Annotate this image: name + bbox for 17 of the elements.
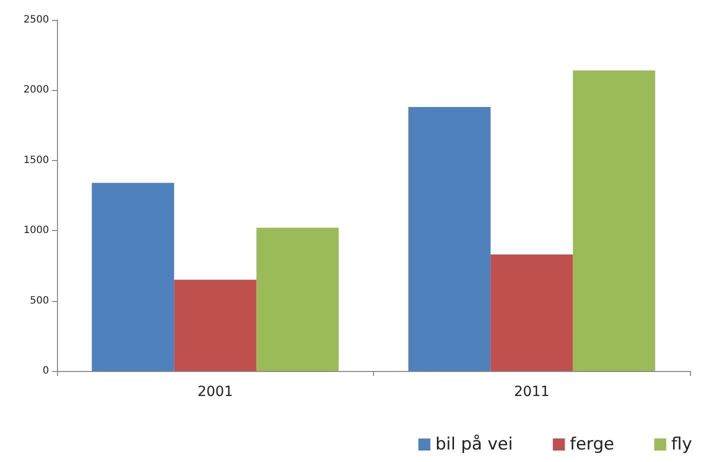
y-tick-label: 1000 bbox=[24, 225, 49, 236]
legend-label: ferge bbox=[570, 434, 614, 454]
y-tick-label: 500 bbox=[30, 295, 49, 306]
x-tick-label: 2011 bbox=[514, 384, 550, 400]
x-tick-label: 2001 bbox=[197, 384, 234, 400]
y-tick-label: 2500 bbox=[24, 14, 49, 26]
bar bbox=[408, 107, 491, 371]
bar bbox=[174, 280, 256, 371]
y-tick-label: 1500 bbox=[24, 154, 49, 166]
y-tick-label: 0 bbox=[42, 366, 49, 376]
bar bbox=[572, 70, 656, 371]
y-tick-label: 2000 bbox=[24, 84, 49, 96]
bar bbox=[490, 254, 573, 371]
bar bbox=[92, 182, 174, 371]
bar bbox=[256, 228, 339, 371]
legend-label: bil på vei bbox=[435, 434, 513, 454]
legend-label: fly bbox=[671, 434, 692, 454]
